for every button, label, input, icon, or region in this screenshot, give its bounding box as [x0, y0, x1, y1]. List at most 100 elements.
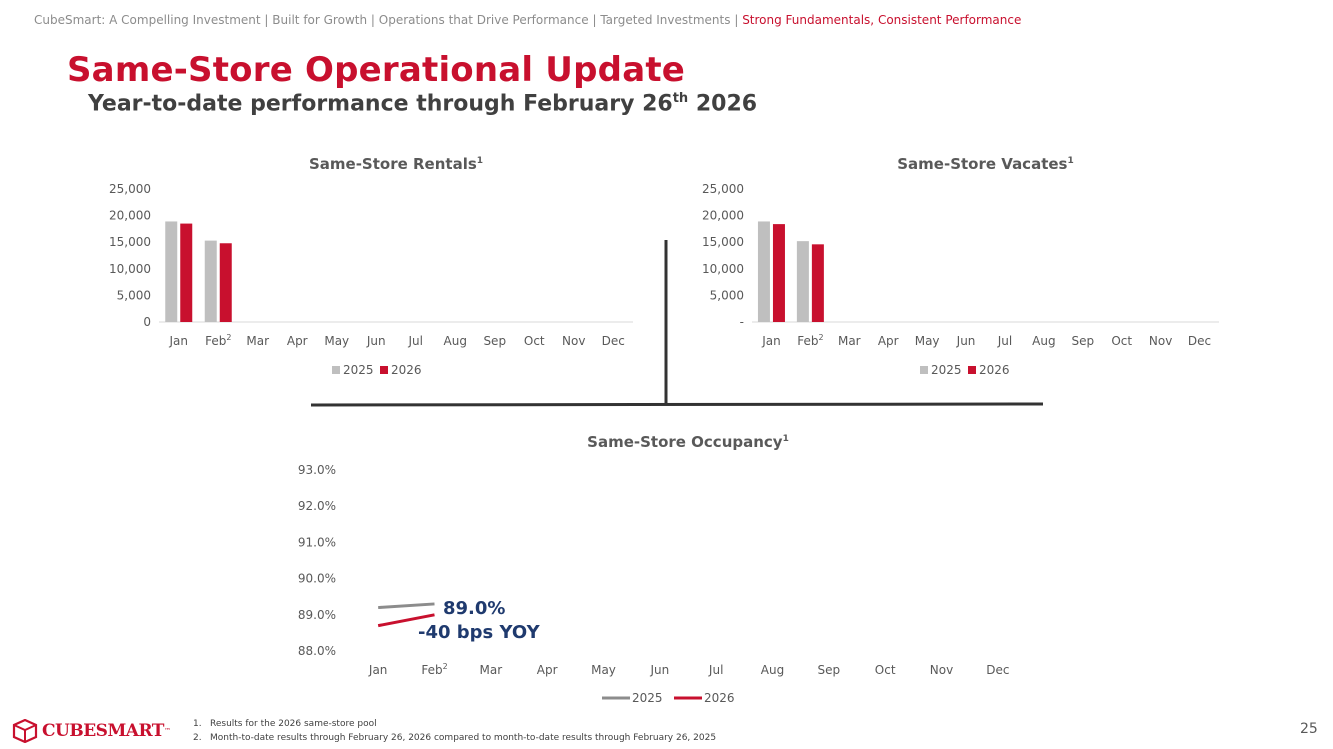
page-number: 25 — [1300, 721, 1318, 737]
x-tick-label: Jul — [408, 334, 423, 348]
x-tick-label: Mar — [246, 334, 269, 348]
x-tick-label: Jun — [956, 334, 976, 348]
y-tick-label: 89.0% — [298, 608, 336, 622]
y-tick-label: 20,000 — [702, 209, 744, 223]
bar-2025 — [796, 241, 809, 322]
x-tick-label: Feb2 — [205, 333, 231, 348]
footnote-text: Month-to-date results through February 2… — [210, 733, 717, 743]
x-tick-label: Jan — [761, 334, 781, 348]
x-tick-label: Jan — [169, 334, 189, 348]
breadcrumb-separator: | — [370, 13, 375, 27]
breadcrumb-item[interactable]: Built for Growth — [272, 13, 368, 27]
footnote-number: 1. — [193, 719, 202, 729]
y-tick-label: 92.0% — [298, 499, 336, 513]
x-tick-label: Aug — [761, 663, 784, 677]
annotation-change: -40 bps YOY — [418, 622, 541, 643]
y-tick-label: 10,000 — [109, 262, 151, 276]
divider-lines — [310, 240, 1044, 407]
chart-occupancy: Same-Store Occupancy1 88.0% 89.0% 90.0% 91.0… — [298, 433, 1010, 705]
chart-title: Same-Store Vacates1 — [897, 155, 1074, 173]
x-tick-label: Aug — [1032, 334, 1055, 348]
legend-label: 2025 — [931, 363, 962, 377]
footnote: 1. Results for the 2026 same-store pool — [193, 717, 716, 731]
y-tick-label: 15,000 — [702, 235, 744, 249]
x-tick-label: Nov — [562, 334, 585, 348]
y-tick-label: 93.0% — [298, 463, 336, 477]
subtitle-text: Year-to-date performance through Februar… — [88, 91, 673, 117]
x-tick-label: Sep — [483, 334, 506, 348]
legend-label: 2026 — [979, 363, 1010, 377]
y-tick-label: 5,000 — [117, 288, 151, 302]
subtitle-year: 2026 — [688, 91, 758, 117]
legend-label: 2025 — [632, 691, 663, 705]
footnote-number: 2. — [193, 733, 202, 743]
chart-title: Same-Store Rentals1 — [309, 155, 483, 173]
x-tick-label: Feb2 — [421, 662, 447, 677]
x-tick-label: Oct — [1111, 334, 1132, 348]
legend-swatch — [332, 366, 340, 374]
series-line-2025 — [378, 602, 435, 610]
y-tick-label: 20,000 — [109, 209, 151, 223]
y-tick-label: 91.0% — [298, 535, 336, 549]
x-tick-label: Mar — [480, 663, 503, 677]
bar-2026 — [180, 223, 193, 322]
series-line-2026 — [377, 613, 435, 628]
x-tick-label: Nov — [1149, 334, 1172, 348]
chart-title: Same-Store Occupancy1 — [587, 433, 789, 451]
x-tick-label: May — [324, 334, 349, 348]
logo-wordmark: CUBESMART — [42, 721, 164, 741]
legend-swatch — [968, 366, 976, 374]
breadcrumb-item-active[interactable]: Strong Fundamentals, Consistent Performa… — [742, 13, 1022, 27]
x-tick-label: Dec — [1188, 334, 1211, 348]
x-tick-label: Dec — [602, 334, 625, 348]
footnote-text: Results for the 2026 same-store pool — [210, 719, 377, 729]
x-tick-label: Jan — [368, 663, 388, 677]
breadcrumb-item[interactable]: CubeSmart: A Compelling Investment — [34, 13, 261, 27]
y-tick-label: 5,000 — [710, 288, 744, 302]
y-tick-label: 0 — [143, 315, 151, 329]
page-title: Same-Store Operational Update — [67, 50, 686, 90]
x-tick-label: Sep — [818, 663, 841, 677]
page-subtitle: Year-to-date performance through Februar… — [88, 91, 757, 116]
x-tick-label: Dec — [986, 663, 1009, 677]
y-tick-label: 90.0% — [298, 572, 336, 586]
footnote: 2. Month-to-date results through February… — [193, 731, 716, 745]
x-tick-label: Nov — [930, 663, 953, 677]
breadcrumb-separator: | — [592, 13, 597, 27]
logo-trademark: ™ — [163, 727, 171, 735]
x-tick-label: Jul — [997, 334, 1012, 348]
y-tick-label: 25,000 — [109, 182, 151, 196]
bar-2025 — [165, 221, 178, 322]
x-tick-label: Mar — [838, 334, 861, 348]
subtitle-superscript: th — [672, 91, 689, 106]
x-tick-label: Jul — [708, 663, 723, 677]
x-tick-label: Apr — [287, 334, 308, 348]
bar-2026 — [219, 243, 232, 322]
x-tick-label: Feb2 — [797, 333, 823, 348]
y-tick-label: 15,000 — [109, 235, 151, 249]
y-tick-label: - — [740, 315, 744, 329]
y-tick-label: 10,000 — [702, 262, 744, 276]
bar-2026 — [772, 224, 785, 322]
chart-vacates: Same-Store Vacates1 - 5,000 10,000 15,000 20,… — [702, 155, 1219, 377]
legend-label: 2026 — [704, 691, 735, 705]
breadcrumb-separator: | — [264, 13, 269, 27]
logo: CUBESMART ™ — [12, 719, 171, 743]
y-tick-label: 88.0% — [298, 644, 336, 658]
x-tick-label: Sep — [1071, 334, 1094, 348]
breadcrumb-item[interactable]: Targeted Investments — [600, 13, 731, 27]
x-tick-label: May — [915, 334, 940, 348]
breadcrumb-item[interactable]: Operations that Drive Performance — [378, 13, 589, 27]
x-tick-label: Apr — [537, 663, 558, 677]
bar-2025 — [757, 221, 770, 322]
legend-label: 2025 — [343, 363, 374, 377]
x-tick-label: May — [591, 663, 616, 677]
chart-rentals: Same-Store Rentals1 0 5,000 10,000 15,000 20,… — [109, 155, 633, 377]
x-tick-label: Oct — [875, 663, 896, 677]
cube-logo-icon — [12, 719, 38, 743]
legend-label: 2026 — [391, 363, 422, 377]
x-tick-label: Oct — [524, 334, 545, 348]
x-tick-label: Aug — [444, 334, 467, 348]
bar-2025 — [204, 240, 217, 322]
